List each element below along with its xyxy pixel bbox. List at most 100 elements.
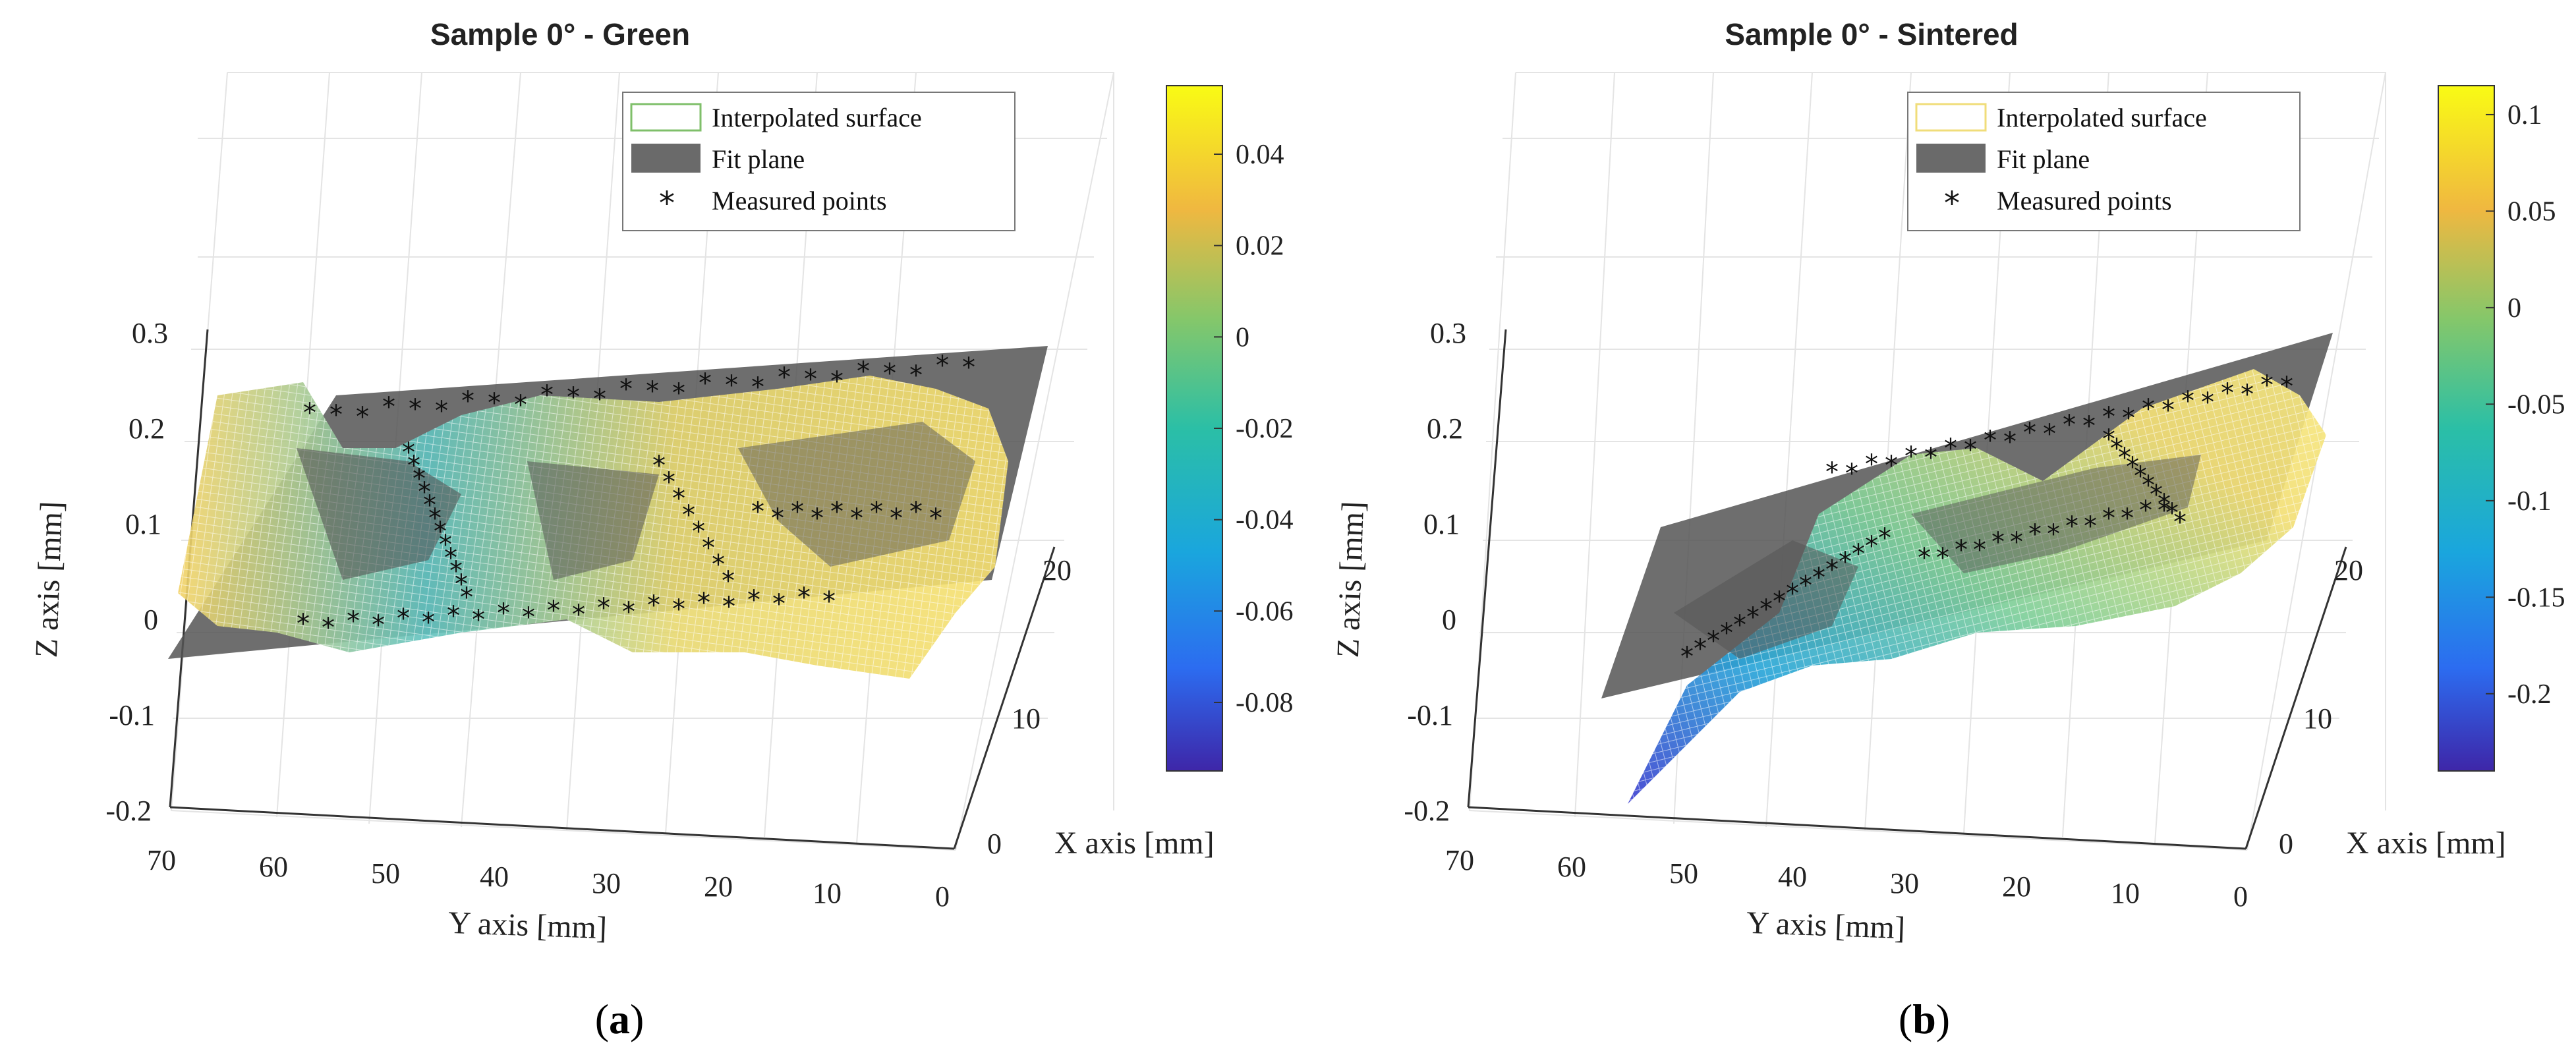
- legend-item-plane: Fit plane: [1997, 144, 2090, 174]
- y-tick: 30: [592, 867, 621, 899]
- legend-swatch-surface: [630, 103, 702, 132]
- colorbar-tick: 0.04: [1236, 140, 1284, 170]
- measured-point: *: [702, 533, 715, 563]
- measured-point: *: [2142, 470, 2155, 501]
- measured-point: *: [488, 388, 501, 418]
- x-tick: 0: [2279, 828, 2293, 860]
- measured-point: *: [2241, 380, 2254, 410]
- measured-point: *: [1733, 610, 1746, 640]
- measured-point: *: [1936, 543, 1949, 573]
- y-tick: 20: [2002, 870, 2031, 903]
- panel-label: (a): [595, 996, 644, 1042]
- y-tick: 70: [147, 844, 176, 876]
- measured-point: *: [1865, 449, 1878, 480]
- legend-item-points: Measured points: [1997, 186, 2172, 215]
- measured-point: *: [929, 503, 942, 534]
- colorbar-tick: 0: [1236, 322, 1249, 353]
- colorbar-tick: 0.1: [2507, 100, 2542, 130]
- measured-point: *: [439, 530, 452, 560]
- y-tick: 40: [1778, 861, 1807, 893]
- measured-point: *: [434, 517, 447, 547]
- z-tick: -0.1: [1407, 699, 1453, 731]
- colorbar-tick: 0.05: [2507, 196, 2556, 227]
- measured-point: *: [890, 503, 903, 534]
- measured-points: ****************************************…: [297, 351, 975, 643]
- measured-point: *: [811, 503, 824, 534]
- legend-item-plane: Fit plane: [712, 144, 805, 174]
- z-tick: 0: [144, 604, 158, 636]
- measured-point: *: [449, 556, 463, 586]
- measured-point: *: [652, 451, 666, 481]
- z-tick: -0.2: [1404, 795, 1450, 827]
- measured-point: *: [778, 362, 791, 393]
- measured-point: *: [2065, 511, 2078, 542]
- measured-point: *: [2043, 419, 2056, 449]
- chart-sintered: * * * * * * * * * * * * * * * * * * * * * * * ** * * * * * * * * * * * * * * *…: [1331, 17, 2565, 1042]
- measured-point: *: [1991, 527, 2005, 557]
- measured-point: *: [672, 378, 685, 409]
- measured-point: *: [2139, 496, 2152, 526]
- measured-point: *: [751, 497, 764, 527]
- measured-point: *: [791, 497, 804, 527]
- measured-point: *: [2102, 424, 2115, 455]
- measured-point: *: [2110, 434, 2123, 464]
- colorbar-tick: -0.1: [2507, 486, 2552, 517]
- measured-point: *: [597, 593, 610, 623]
- measured-point: *: [2126, 452, 2139, 482]
- measured-point: *: [647, 590, 660, 621]
- measured-point: *: [1720, 618, 1733, 648]
- measured-point: *: [422, 608, 435, 638]
- colorbar-tick: -0.2: [2507, 679, 2552, 710]
- z-tick: -0.1: [109, 699, 155, 731]
- measured-point: *: [1973, 535, 1986, 565]
- measured-point: *: [402, 438, 415, 468]
- measured-point: *: [2047, 519, 2060, 550]
- measured-point: *: [397, 604, 410, 634]
- measured-point: *: [593, 384, 606, 414]
- asterisk-icon: *: [1944, 185, 1960, 222]
- chart-title: Sample 0° - Sintered: [1725, 17, 2018, 51]
- y-ticks: 70 60 50 40 30 20 10 0: [147, 844, 950, 913]
- measured-point: *: [797, 582, 811, 613]
- z-axis-label: Z axis [mm]: [29, 501, 69, 658]
- measured-point: *: [522, 602, 535, 633]
- measured-point: *: [1944, 434, 1957, 464]
- measured-point: *: [2084, 511, 2097, 542]
- measured-point: *: [447, 601, 460, 631]
- measured-point: *: [540, 380, 554, 411]
- measured-point: *: [2165, 498, 2179, 528]
- colorbar-tick: -0.08: [1236, 688, 1294, 718]
- measured-point: *: [672, 594, 685, 625]
- measured-point: *: [909, 497, 923, 527]
- chart-green: * * * * * * * * * * * * * * * * * * * * * * * * * ** * * * * * * * * * * * * *…: [29, 17, 1294, 1042]
- measured-point: *: [2028, 519, 2042, 550]
- measured-point: *: [697, 588, 710, 618]
- y-tick: 10: [813, 877, 842, 909]
- z-tick: 0.1: [125, 508, 161, 540]
- measured-point: *: [455, 569, 468, 600]
- y-ticks: 70 60 50 40 30 20 10 0: [1445, 844, 2248, 913]
- measured-point: *: [567, 382, 580, 412]
- measured-point: *: [297, 609, 310, 639]
- measured-point: *: [2122, 403, 2135, 434]
- legend-swatch-plane: [1916, 144, 1986, 173]
- measured-point: *: [409, 394, 422, 424]
- y-tick: 10: [2111, 877, 2140, 909]
- y-tick: 60: [1557, 851, 1586, 883]
- measured-point: *: [850, 503, 863, 534]
- measured-point: *: [2260, 370, 2274, 401]
- measured-point: *: [2102, 402, 2115, 432]
- measured-point: *: [413, 464, 426, 494]
- measured-point: *: [909, 360, 923, 391]
- legend-swatch-surface: [1915, 103, 1987, 132]
- measured-point: *: [2221, 378, 2234, 409]
- measured-point: *: [1845, 459, 1858, 489]
- measured-point: *: [822, 586, 836, 617]
- y-axis-label: Y axis [mm]: [1746, 905, 1906, 946]
- z-ticks: 0.3 0.2 0.1 0 -0.1 -0.2: [105, 317, 168, 827]
- measured-point: *: [1878, 523, 1891, 554]
- y-tick: 30: [1890, 867, 1919, 899]
- measured-point: *: [1852, 539, 1865, 569]
- measured-point: *: [751, 372, 764, 403]
- measured-point: *: [1955, 535, 1968, 565]
